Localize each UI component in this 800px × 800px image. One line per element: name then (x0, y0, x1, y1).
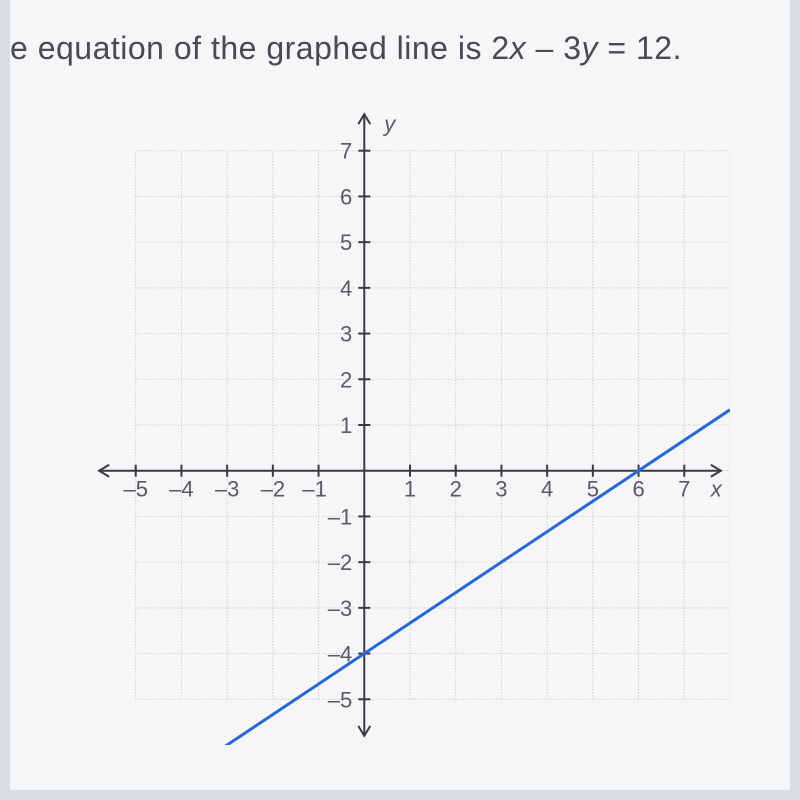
question-prefix: e equation of the graphed line is 2 (10, 30, 510, 66)
svg-text:2: 2 (450, 477, 462, 502)
question-text: e equation of the graphed line is 2x – 3… (10, 30, 682, 67)
svg-text:–2: –2 (328, 550, 352, 575)
svg-text:4: 4 (541, 477, 553, 502)
svg-text:–1: –1 (302, 477, 326, 502)
svg-text:2: 2 (340, 367, 352, 392)
svg-text:1: 1 (404, 477, 416, 502)
svg-text:3: 3 (340, 322, 352, 347)
coordinate-plane-chart: –5–4–3–2–11234567–5–4–3–2–11234567xy (90, 105, 730, 745)
question-var-y: y (582, 30, 599, 66)
question-mid: – 3 (526, 30, 581, 66)
svg-text:3: 3 (495, 477, 507, 502)
question-var-x: x (510, 30, 527, 66)
svg-text:–1: –1 (328, 504, 352, 529)
content-area: e equation of the graphed line is 2x – 3… (10, 0, 790, 790)
svg-text:x: x (710, 477, 723, 502)
chart-svg: –5–4–3–2–11234567–5–4–3–2–11234567xy (90, 105, 730, 745)
svg-text:1: 1 (340, 413, 352, 438)
svg-text:y: y (382, 111, 397, 136)
svg-text:–5: –5 (123, 477, 147, 502)
svg-text:4: 4 (340, 276, 352, 301)
svg-text:–3: –3 (328, 596, 352, 621)
svg-text:6: 6 (340, 184, 352, 209)
svg-text:–4: –4 (169, 477, 193, 502)
svg-text:7: 7 (340, 139, 352, 164)
svg-text:–2: –2 (261, 477, 285, 502)
svg-text:–3: –3 (215, 477, 239, 502)
question-suffix: = 12. (598, 30, 682, 66)
svg-text:5: 5 (340, 230, 352, 255)
svg-text:7: 7 (678, 477, 690, 502)
svg-text:–5: –5 (328, 687, 352, 712)
svg-text:6: 6 (632, 477, 644, 502)
